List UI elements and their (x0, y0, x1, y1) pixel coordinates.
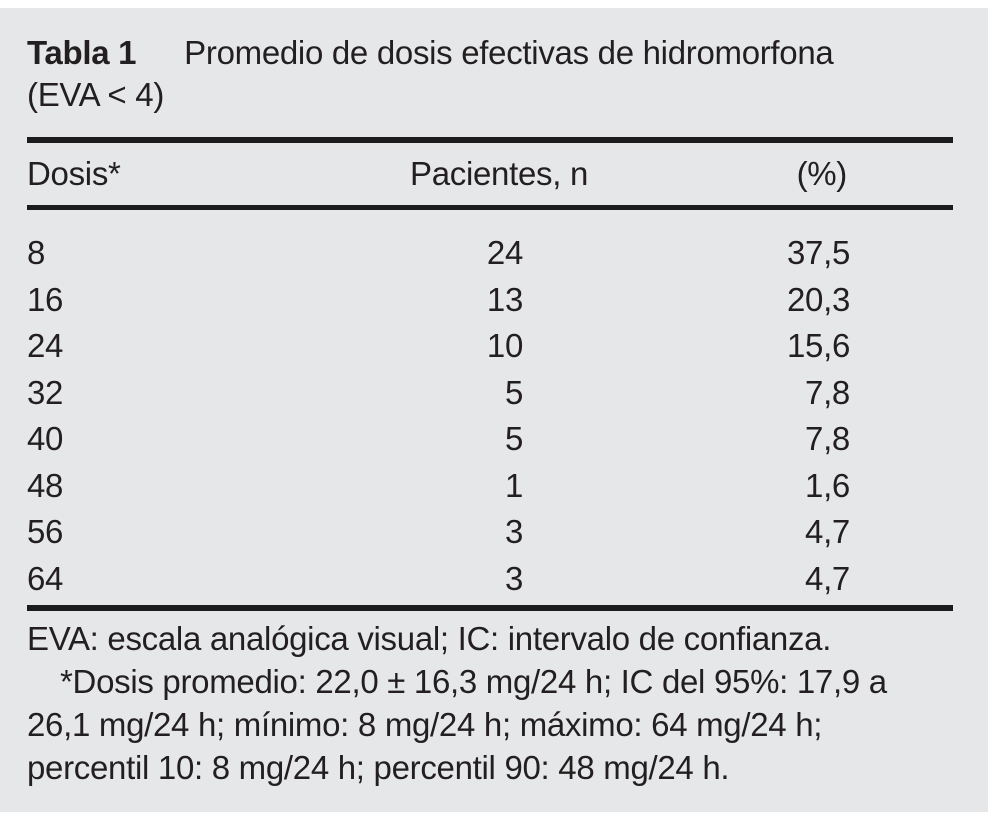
table-row: 24 10 15,6 (27, 323, 953, 370)
table-row: 40 5 7,8 (27, 416, 953, 463)
percent-cell: 37,5 (786, 234, 850, 271)
dose-cell: 40 (27, 420, 64, 457)
dose-cell: 16 (27, 280, 64, 318)
patients-cell: 1 (504, 466, 523, 504)
percent-cell: 20,3 (786, 280, 850, 318)
dose-cell: 64 (27, 559, 64, 597)
footnote-line: *Dosis promedio: 22,0 ± 16,3 mg/24 h; IC… (60, 663, 887, 700)
dose-cell: 8 (27, 234, 46, 271)
table-row: 56 3 4,7 (27, 509, 953, 556)
column-header-percent: (%) (796, 155, 848, 192)
footnote-line: percentil 10: 8 mg/24 h; percentil 90: 4… (27, 749, 730, 786)
percent-cell: 4,7 (805, 559, 850, 597)
table-panel: Tabla 1 Promedio de dosis efectivas de hi… (0, 8, 988, 812)
patients-cell: 5 (504, 373, 523, 411)
table-row: 48 1 1,6 (27, 463, 953, 510)
table-row: 32 5 7,8 (27, 370, 953, 417)
table-body: 8 24 37,5 16 13 20,3 24 10 15,6 32 5 7,8… (27, 230, 953, 602)
patients-cell: 3 (504, 559, 523, 597)
percent-cell: 7,8 (805, 420, 850, 457)
table-title: Tabla 1 Promedio de dosis efectivas de hi… (27, 32, 953, 116)
footnote-line: EVA: escala analógica visual; IC: interv… (27, 620, 832, 657)
dose-cell: 24 (27, 327, 64, 364)
patients-cell: 10 (486, 327, 523, 364)
table-label: Tabla 1 (27, 34, 137, 71)
column-header-patients: Pacientes, n (410, 155, 589, 192)
patients-cell: 3 (504, 513, 523, 550)
table-title-line1: Tabla 1 Promedio de dosis efectivas de hi… (27, 32, 953, 74)
table-title-text: Promedio de dosis efectivas de hidromorf… (184, 34, 834, 71)
dose-cell: 32 (27, 373, 64, 411)
table-row: 16 13 20,3 (27, 277, 953, 324)
patients-cell: 13 (486, 280, 523, 318)
dose-cell: 56 (27, 513, 64, 550)
patients-cell: 5 (504, 420, 523, 457)
percent-cell: 1,6 (805, 466, 850, 504)
percent-cell: 7,8 (805, 373, 850, 411)
table-row: 64 3 4,7 (27, 556, 953, 603)
footnote-line: 26,1 mg/24 h; mínimo: 8 mg/24 h; máximo:… (27, 706, 823, 743)
table-footnote: EVA: escala analógica visual; IC: interv… (27, 617, 953, 789)
table-header-row: Dosis* Pacientes, n (%) (27, 137, 953, 210)
column-header-dose: Dosis* (27, 155, 121, 192)
percent-cell: 4,7 (805, 513, 850, 550)
percent-cell: 15,6 (786, 327, 850, 364)
horizontal-rule (27, 605, 953, 611)
patients-cell: 24 (486, 234, 523, 271)
table-row: 8 24 37,5 (27, 230, 953, 277)
table-title-line2: (EVA < 4) (27, 76, 165, 113)
dose-cell: 48 (27, 466, 64, 504)
